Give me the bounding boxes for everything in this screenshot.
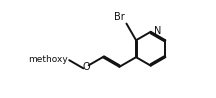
Text: Br: Br [114, 12, 125, 22]
Text: O: O [82, 62, 90, 72]
Text: N: N [154, 26, 162, 36]
Text: methoxy: methoxy [28, 55, 68, 64]
